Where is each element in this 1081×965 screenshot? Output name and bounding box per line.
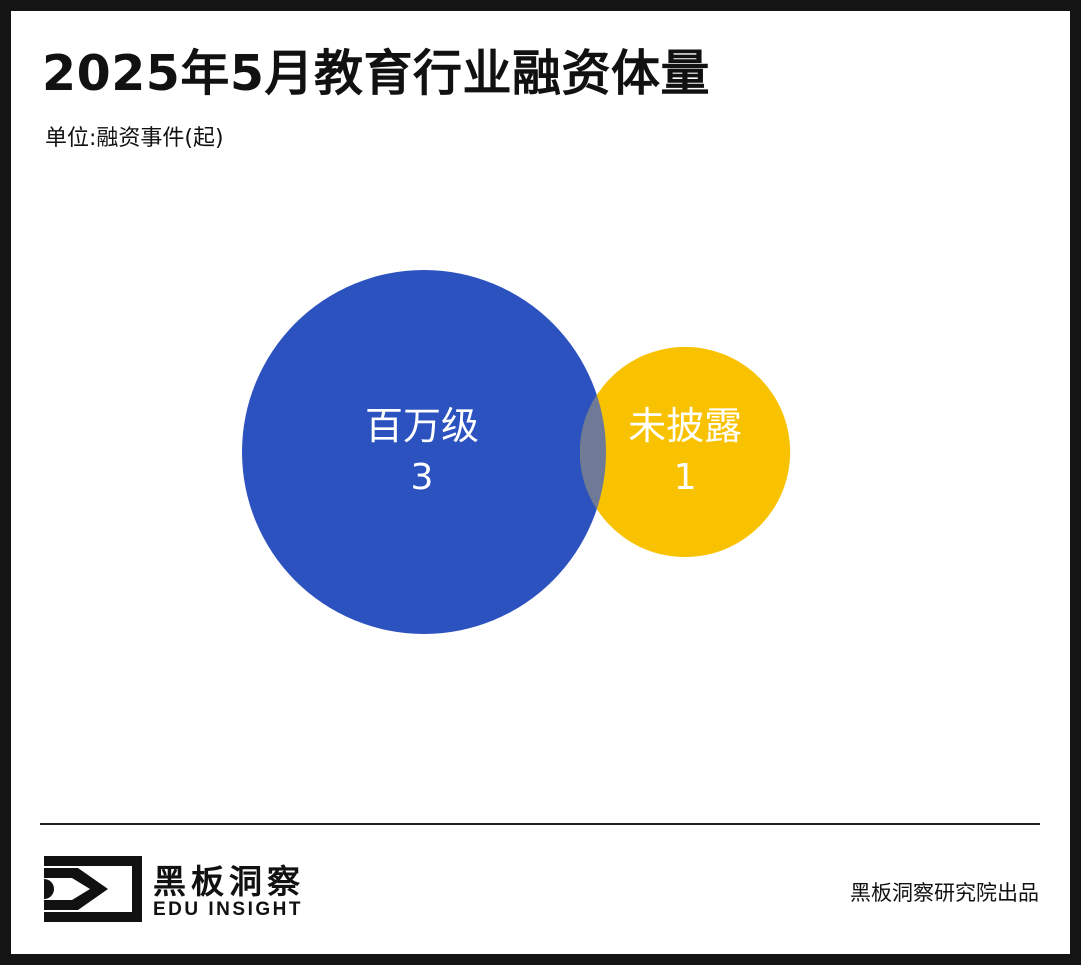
logo-chinese-text: 黑板洞察 [153,862,305,901]
bubble-value-label: 3 [411,457,434,498]
logo-english-text: EDU INSIGHT [153,899,303,920]
unit-label: 单位:融资事件(起) [45,126,224,151]
bubble-category-label: 百万级 [365,404,479,448]
footer-divider [40,823,1040,825]
chart-title: 2025年5月教育行业融资体量 [42,45,710,102]
bubble-2 [580,346,791,558]
source-credit: 黑板洞察研究院出品 [850,881,1039,905]
bubble-category-label: 未披露 [628,404,742,448]
edu-insight-logo-icon [44,856,142,922]
bubble-1 [242,270,606,634]
bubble-value-label: 1 [674,457,697,498]
